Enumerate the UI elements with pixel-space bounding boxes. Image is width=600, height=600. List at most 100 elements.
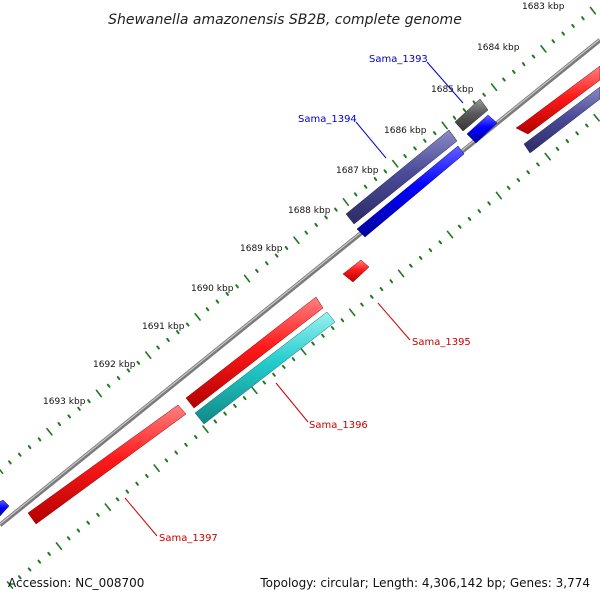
outer-ruler-mark xyxy=(369,294,374,299)
inner-ruler-mark xyxy=(403,154,407,159)
inner-ruler-mark xyxy=(423,138,427,143)
outer-ruler-mark xyxy=(565,139,570,144)
gene-label-sama-1393[interactable]: Sama_1393 xyxy=(369,54,428,65)
inner-ruler-mark xyxy=(37,437,42,442)
outer-ruler-mark xyxy=(397,269,405,278)
outer-ruler-mark xyxy=(593,113,600,122)
callout-line-sama-1394 xyxy=(355,121,387,159)
gene-feature-sama-1396[interactable] xyxy=(194,311,336,425)
outer-ruler-mark xyxy=(18,575,22,580)
outer-ruler-mark xyxy=(233,403,237,408)
outer-ruler-mark xyxy=(348,308,356,317)
outer-ruler-mark xyxy=(457,224,462,229)
outer-ruler-mark xyxy=(585,123,589,128)
genome-backbone-highlight xyxy=(0,38,600,525)
inner-ruler-mark xyxy=(194,312,201,321)
inner-ruler-mark xyxy=(116,376,121,381)
inner-ruler-mark xyxy=(363,184,368,189)
outer-ruler-mark xyxy=(389,279,394,284)
gene-feature-sama-1395[interactable] xyxy=(342,259,370,283)
outer-ruler-mark xyxy=(86,520,90,525)
inner-ruler-mark xyxy=(581,16,585,21)
outer-ruler-mark xyxy=(438,240,442,245)
tick-label-1693: 1693 kbp xyxy=(43,397,86,407)
gene-feature-sama-1397[interactable] xyxy=(27,404,187,525)
genome-backbone xyxy=(0,38,600,527)
inner-ruler-mark xyxy=(215,299,220,304)
inner-ruler-mark xyxy=(561,31,565,36)
inner-ruler-mark xyxy=(27,445,32,450)
outer-ruler-mark xyxy=(321,333,325,338)
outer-ruler-mark xyxy=(184,442,188,447)
inner-ruler-mark xyxy=(502,77,506,82)
inner-ruler-mark xyxy=(225,291,229,296)
outer-ruler-mark xyxy=(526,170,530,175)
outer-ruler-mark xyxy=(330,326,335,330)
gene-feature-edge-blue-left[interactable] xyxy=(0,499,10,518)
gene-label-sama-1396[interactable]: Sama_1396 xyxy=(309,420,368,431)
outer-ruler-mark xyxy=(55,542,63,551)
tick-label-1691: 1691 kbp xyxy=(142,322,185,332)
outer-ruler-mark xyxy=(360,302,364,307)
outer-ruler xyxy=(6,113,600,589)
outer-ruler-mark xyxy=(125,489,130,494)
inner-ruler-mark xyxy=(373,177,378,182)
inner-ruler-mark xyxy=(441,121,448,130)
outer-ruler-mark xyxy=(202,425,209,434)
outer-ruler-mark xyxy=(379,287,384,292)
gene-feature-sama-1393[interactable] xyxy=(454,98,489,132)
outer-ruler-mark xyxy=(544,152,552,161)
tick-label-1684: 1684 kbp xyxy=(477,43,520,53)
inner-ruler-mark xyxy=(126,368,131,373)
inner-ruler-mark xyxy=(334,207,338,212)
gene-label-sama-1395[interactable]: Sama_1395 xyxy=(412,337,471,348)
inner-ruler-mark xyxy=(571,23,575,28)
gene-label-sama-1397[interactable]: Sama_1397 xyxy=(159,533,218,544)
gene-feature-edge-slate-upper-right[interactable] xyxy=(523,86,600,154)
inner-ruler-mark xyxy=(531,54,536,59)
gene-feature-red-middle[interactable] xyxy=(185,296,324,409)
gene-label-sama-1394[interactable]: Sama_1394 xyxy=(298,114,357,125)
inner-ruler-mark xyxy=(255,268,259,273)
outer-ruler-mark xyxy=(223,411,227,416)
inner-ruler-mark xyxy=(432,131,437,136)
inner-ruler-mark xyxy=(551,39,556,44)
tick-label-1688: 1688 kbp xyxy=(288,206,331,216)
outer-ruler-mark xyxy=(418,255,423,260)
inner-ruler-mark xyxy=(185,322,190,327)
inner-ruler-mark xyxy=(540,44,547,53)
inner-ruler-mark xyxy=(205,307,210,312)
gene-feature-blue-long[interactable] xyxy=(356,145,465,238)
outer-ruler-mark xyxy=(135,481,139,486)
inner-ruler-mark xyxy=(589,6,597,15)
tick-label-1687: 1687 kbp xyxy=(336,166,379,176)
inner-ruler-mark xyxy=(18,452,22,457)
inner-ruler xyxy=(0,6,597,475)
outer-ruler-mark xyxy=(409,263,413,268)
inner-ruler-mark xyxy=(462,108,467,113)
inner-ruler-mark xyxy=(391,159,399,168)
callout-line-sama-1395 xyxy=(377,302,411,341)
tick-label-1692: 1692 kbp xyxy=(93,360,136,370)
inner-ruler-mark xyxy=(87,399,91,404)
inner-ruler-mark xyxy=(413,146,417,151)
gene-feature-sama-1394[interactable] xyxy=(345,129,458,225)
accession-text: Accession: NC_008700 xyxy=(8,576,144,590)
inner-ruler-mark xyxy=(136,360,141,365)
gene-feature-edge-red-upper-right[interactable] xyxy=(515,65,600,135)
outer-ruler-mark xyxy=(164,458,169,463)
gene-feature-blue-small[interactable] xyxy=(466,114,498,144)
tick-label-1686: 1686 kbp xyxy=(384,126,427,136)
outer-ruler-mark xyxy=(311,341,315,346)
inner-ruler-mark xyxy=(156,345,160,350)
inner-ruler-mark xyxy=(314,222,318,227)
inner-ruler-mark xyxy=(293,236,300,245)
outer-ruler-mark xyxy=(487,201,491,206)
outer-ruler-mark xyxy=(516,178,521,182)
outer-ruler-mark xyxy=(194,435,198,439)
inner-ruler-mark xyxy=(512,69,516,74)
inner-ruler-mark xyxy=(482,92,486,97)
outer-ruler-mark xyxy=(495,191,503,200)
inner-ruler-mark xyxy=(145,351,152,360)
inner-ruler-mark xyxy=(67,414,71,419)
